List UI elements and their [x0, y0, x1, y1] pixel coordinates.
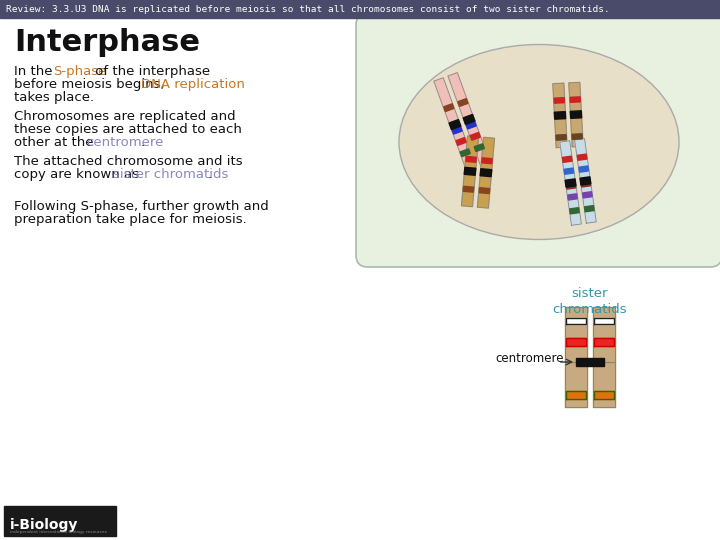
Ellipse shape [399, 44, 679, 240]
Polygon shape [474, 144, 485, 152]
Polygon shape [594, 318, 614, 324]
Text: S-phase: S-phase [53, 65, 106, 78]
Polygon shape [449, 119, 461, 130]
Polygon shape [463, 186, 474, 192]
Polygon shape [554, 112, 566, 119]
Polygon shape [582, 192, 592, 198]
Polygon shape [566, 338, 586, 346]
Text: takes place.: takes place. [14, 91, 94, 104]
Polygon shape [570, 111, 582, 118]
Polygon shape [470, 132, 480, 140]
Polygon shape [565, 179, 576, 187]
Polygon shape [566, 391, 586, 399]
Text: Interphase: Interphase [14, 28, 200, 57]
Polygon shape [452, 126, 462, 134]
Polygon shape [482, 158, 492, 164]
Polygon shape [477, 137, 495, 208]
Text: preparation take place for meiosis.: preparation take place for meiosis. [14, 213, 247, 226]
Polygon shape [594, 391, 614, 399]
Polygon shape [458, 99, 468, 106]
Polygon shape [581, 181, 590, 187]
Polygon shape [579, 166, 588, 172]
Polygon shape [444, 104, 454, 112]
Text: sister chromatids: sister chromatids [113, 168, 229, 181]
Text: sister
chromatids: sister chromatids [553, 287, 627, 316]
Text: .: . [141, 136, 145, 149]
Polygon shape [593, 362, 615, 407]
Polygon shape [464, 167, 476, 176]
Polygon shape [480, 188, 490, 193]
Text: The attached chromosome and its: The attached chromosome and its [14, 155, 243, 168]
Polygon shape [570, 208, 580, 214]
Polygon shape [576, 358, 604, 366]
Polygon shape [456, 138, 466, 145]
Polygon shape [463, 114, 475, 124]
Polygon shape [565, 307, 587, 362]
Text: .: . [207, 168, 212, 181]
Text: Following S-phase, further growth and: Following S-phase, further growth and [14, 200, 269, 213]
Polygon shape [594, 338, 614, 346]
Polygon shape [577, 154, 587, 160]
Bar [0, 0, 720, 18]
Polygon shape [567, 194, 577, 200]
Polygon shape [569, 82, 583, 147]
Text: DNA replication: DNA replication [141, 78, 245, 91]
Polygon shape [564, 168, 574, 174]
Polygon shape [554, 98, 564, 103]
Text: before meiosis begins,: before meiosis begins, [14, 78, 169, 91]
Polygon shape [575, 139, 596, 223]
Text: these copies are attached to each: these copies are attached to each [14, 123, 242, 136]
Polygon shape [480, 168, 492, 177]
Polygon shape [466, 157, 476, 163]
Polygon shape [565, 362, 587, 407]
Polygon shape [559, 141, 581, 225]
Polygon shape [466, 121, 476, 129]
Text: independent international biology resources: independent international biology resour… [10, 530, 107, 534]
Polygon shape [556, 134, 567, 140]
Polygon shape [593, 307, 615, 362]
Polygon shape [585, 206, 594, 212]
Polygon shape [572, 134, 582, 139]
Text: In the: In the [14, 65, 57, 78]
FancyBboxPatch shape [356, 13, 720, 267]
Polygon shape [460, 149, 470, 157]
Text: copy are known as: copy are known as [14, 168, 143, 181]
Text: other at the: other at the [14, 136, 98, 149]
Polygon shape [566, 318, 586, 324]
Text: centromere: centromere [495, 353, 564, 366]
Text: of the interphase: of the interphase [91, 65, 210, 78]
Text: i-Biology: i-Biology [10, 518, 78, 532]
Polygon shape [570, 97, 580, 103]
Polygon shape [566, 183, 576, 189]
Bar [4, 506, 116, 536]
Polygon shape [553, 83, 567, 147]
Polygon shape [448, 72, 490, 166]
Polygon shape [434, 78, 476, 171]
Polygon shape [462, 136, 479, 207]
Polygon shape [562, 156, 572, 163]
Polygon shape [580, 177, 591, 185]
Text: Review: 3.3.U3 DNA is replicated before meiosis so that all chromosomes consist : Review: 3.3.U3 DNA is replicated before … [6, 4, 610, 14]
Text: centromere: centromere [86, 136, 163, 149]
Text: Chromosomes are replicated and: Chromosomes are replicated and [14, 110, 235, 123]
